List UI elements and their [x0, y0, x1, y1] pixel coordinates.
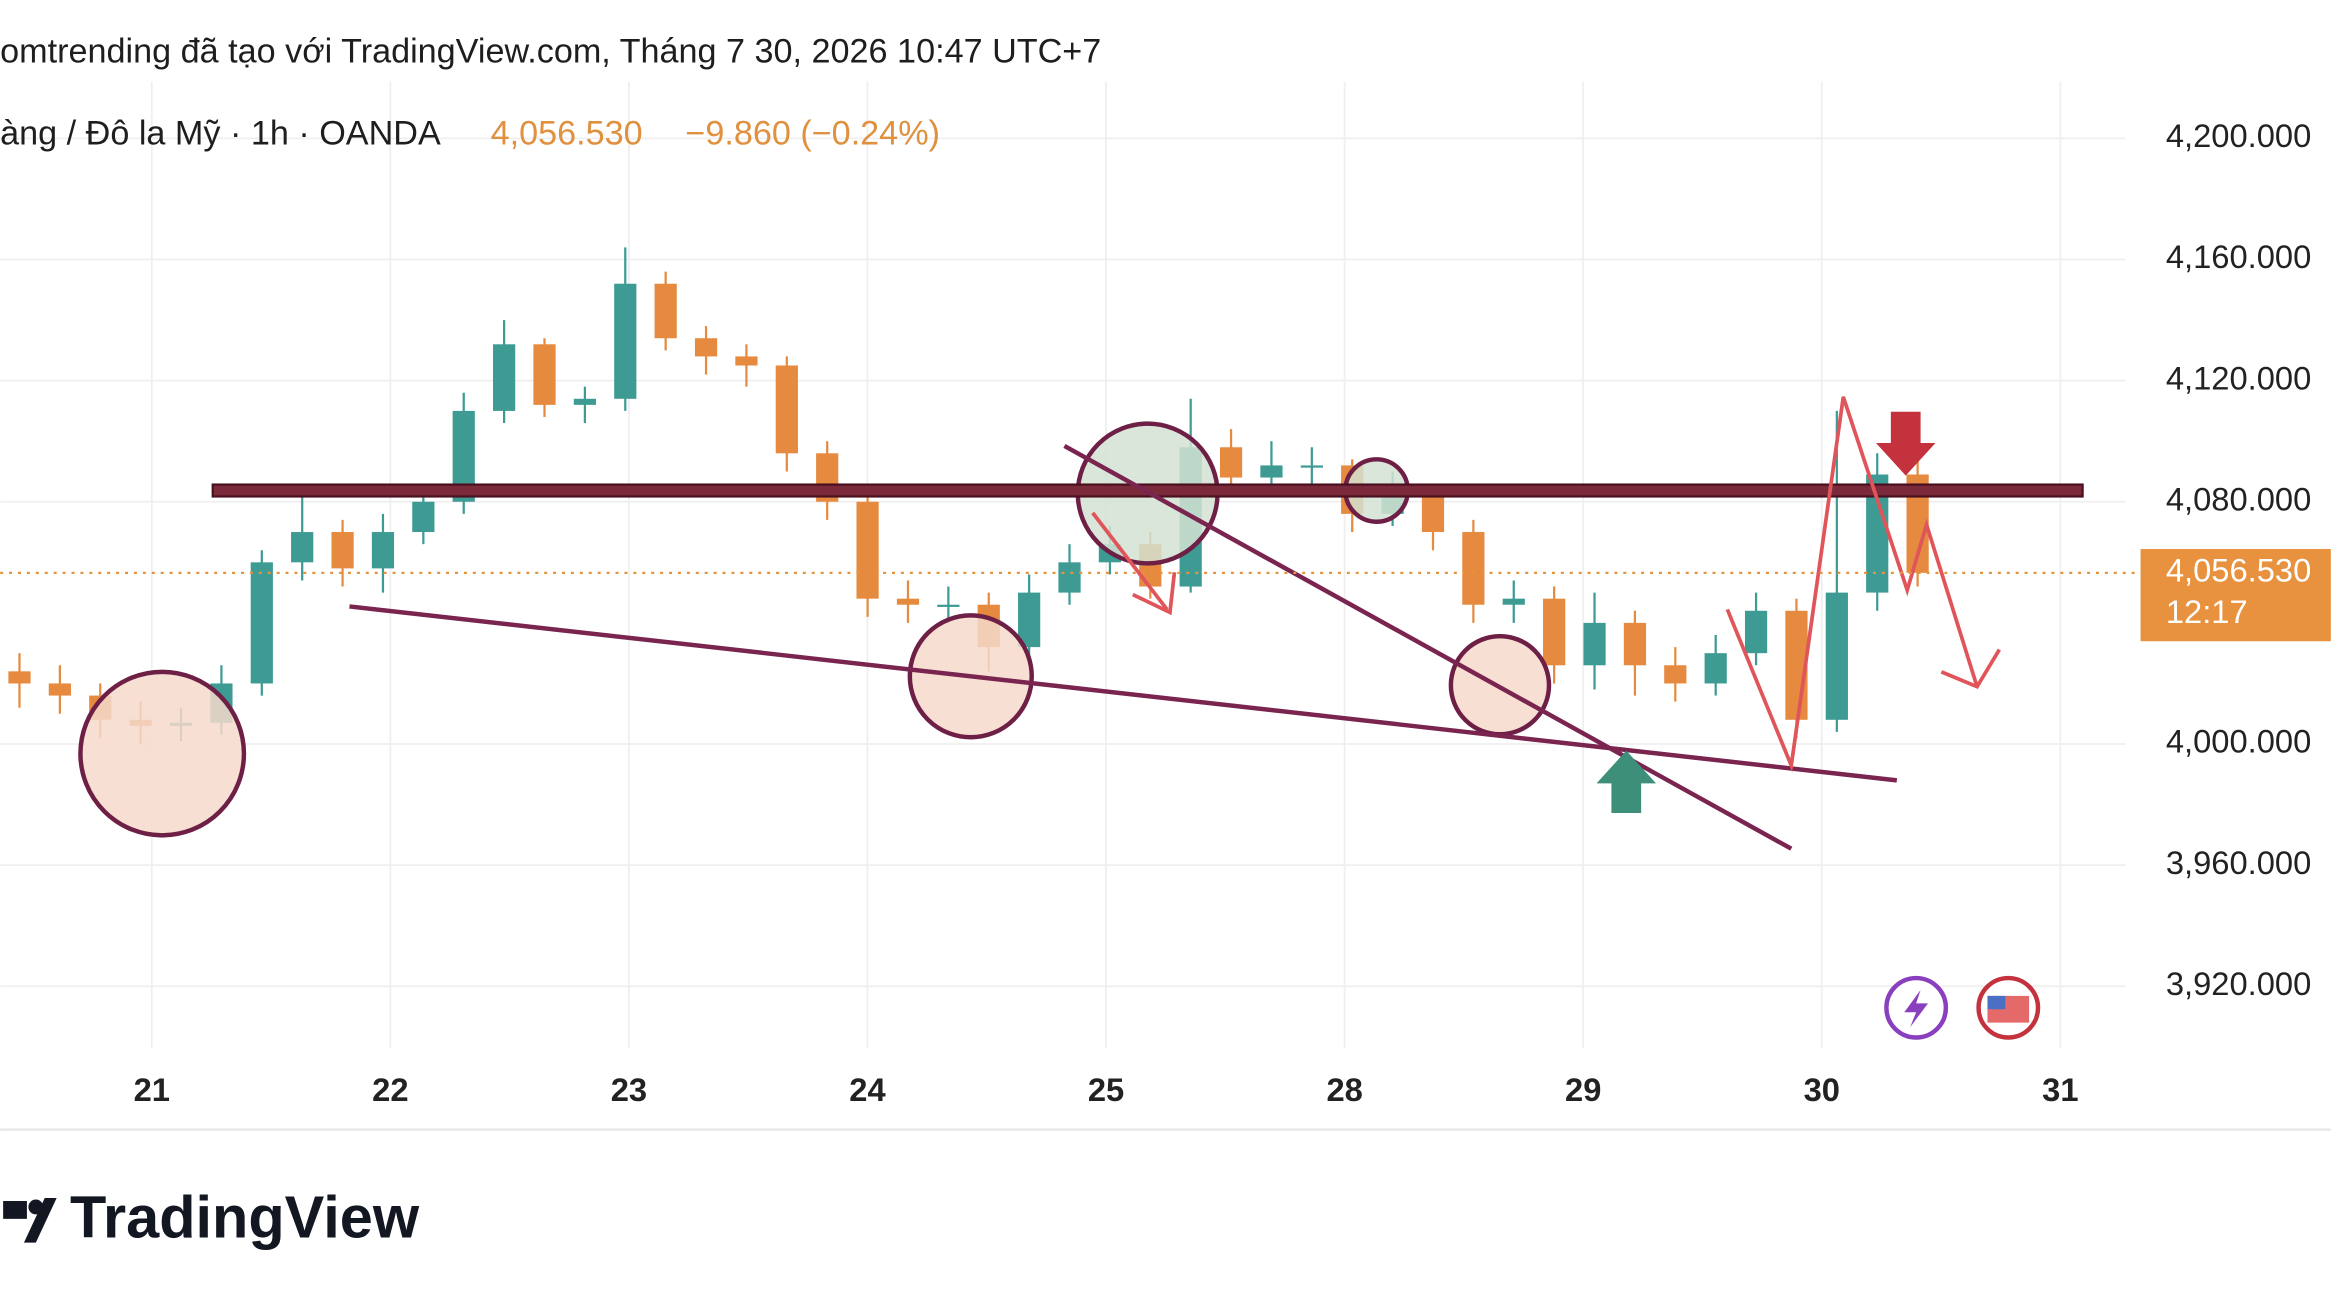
- flag-canton: [1987, 995, 2006, 1010]
- y-tick-label: 4,120.000: [2166, 359, 2311, 396]
- candle-body: [493, 344, 516, 411]
- candle-body: [412, 501, 435, 533]
- x-tick-label: 30: [1804, 1071, 1840, 1108]
- x-tick-label: 28: [1326, 1071, 1362, 1108]
- candle-body: [48, 683, 71, 696]
- brand: TradingView: [70, 1184, 420, 1251]
- candle-body: [291, 532, 314, 563]
- logo-mark: [23, 1198, 57, 1243]
- lightning: [1904, 989, 1929, 1028]
- circle-marker: [78, 669, 247, 838]
- candle-body: [533, 344, 556, 405]
- candle-body: [1583, 622, 1606, 666]
- candle-body: [452, 410, 475, 502]
- candle-body: [250, 562, 273, 684]
- x-tick-label: 29: [1565, 1071, 1601, 1108]
- candle-body: [1664, 665, 1687, 684]
- projection-arrow: [1091, 511, 1169, 611]
- drawings: [78, 396, 2084, 1040]
- candle-body: [937, 604, 960, 607]
- candle-body: [856, 501, 879, 599]
- x-tick-label: 21: [134, 1071, 170, 1108]
- price-label-box: [2140, 549, 2331, 642]
- candle-body: [1704, 653, 1727, 684]
- candle-body: [1744, 610, 1768, 654]
- trend-line: [349, 604, 1898, 783]
- countdown: 12:17: [2166, 593, 2248, 630]
- price-label: 4,056.530: [2166, 551, 2311, 588]
- candle-body: [694, 338, 718, 357]
- symbol: àng / Đô la Mỹ · 1h · OANDA: [0, 114, 441, 152]
- candle-body: [654, 283, 677, 339]
- candle-body: [614, 283, 637, 399]
- y-tick-label: 3,960.000: [2166, 844, 2311, 881]
- candle-body: [1462, 532, 1485, 605]
- logo: TradingView: [3, 1184, 420, 1251]
- candle-body: [1260, 465, 1283, 478]
- candle-body: [1825, 592, 1848, 720]
- candle-body: [896, 598, 920, 605]
- candle-body: [1906, 474, 1929, 573]
- candle-body: [1018, 592, 1041, 648]
- trend-line: [1063, 443, 1793, 851]
- x-tick-label: 23: [611, 1071, 647, 1108]
- y-tick-label: 4,200.000: [2166, 117, 2311, 154]
- y-tick-label: 4,000.000: [2166, 723, 2311, 760]
- candle-body: [1866, 474, 1889, 593]
- candle-body: [1543, 598, 1566, 666]
- arrow-head: [1940, 648, 2001, 690]
- projection-path: [1725, 396, 1979, 773]
- axis-overlay: 4,200.000 4,160.000 4,120.000 4,080.000 4,00…: [0, 117, 2331, 1108]
- candle-body: [331, 532, 354, 569]
- x-tick-label: 25: [1088, 1071, 1124, 1108]
- y-tick-label: 3,920.000: [2166, 965, 2311, 1002]
- header: omtrending đã tạo với TradingView.com, T…: [0, 33, 1101, 71]
- candle-body: [1623, 622, 1647, 666]
- arrow-head: [1131, 572, 1177, 616]
- grid: [0, 81, 2126, 1048]
- x-tick-label: 22: [372, 1071, 408, 1108]
- candle-body: [1219, 447, 1243, 478]
- candle-body: [371, 532, 395, 569]
- last-price: 4,056.530: [491, 114, 643, 152]
- candle-body: [775, 365, 798, 454]
- x-tick-label: 31: [2042, 1071, 2078, 1108]
- candle-body: [1058, 562, 1081, 593]
- candle-body: [1421, 495, 1445, 533]
- logo-mark: [3, 1201, 27, 1219]
- candle-body: [1300, 465, 1323, 468]
- candle-body: [573, 398, 596, 405]
- y-tick-label: 4,080.000: [2166, 480, 2311, 517]
- candle-body: [735, 356, 758, 366]
- candle-body: [8, 671, 31, 684]
- change: −9.860 (−0.24%): [685, 114, 940, 152]
- candle-body: [1502, 598, 1525, 605]
- up-arrow: [1596, 750, 1657, 814]
- x-tick-label: 24: [849, 1071, 885, 1108]
- down-arrow: [1875, 411, 1936, 476]
- y-tick-label: 4,160.000: [2166, 238, 2311, 275]
